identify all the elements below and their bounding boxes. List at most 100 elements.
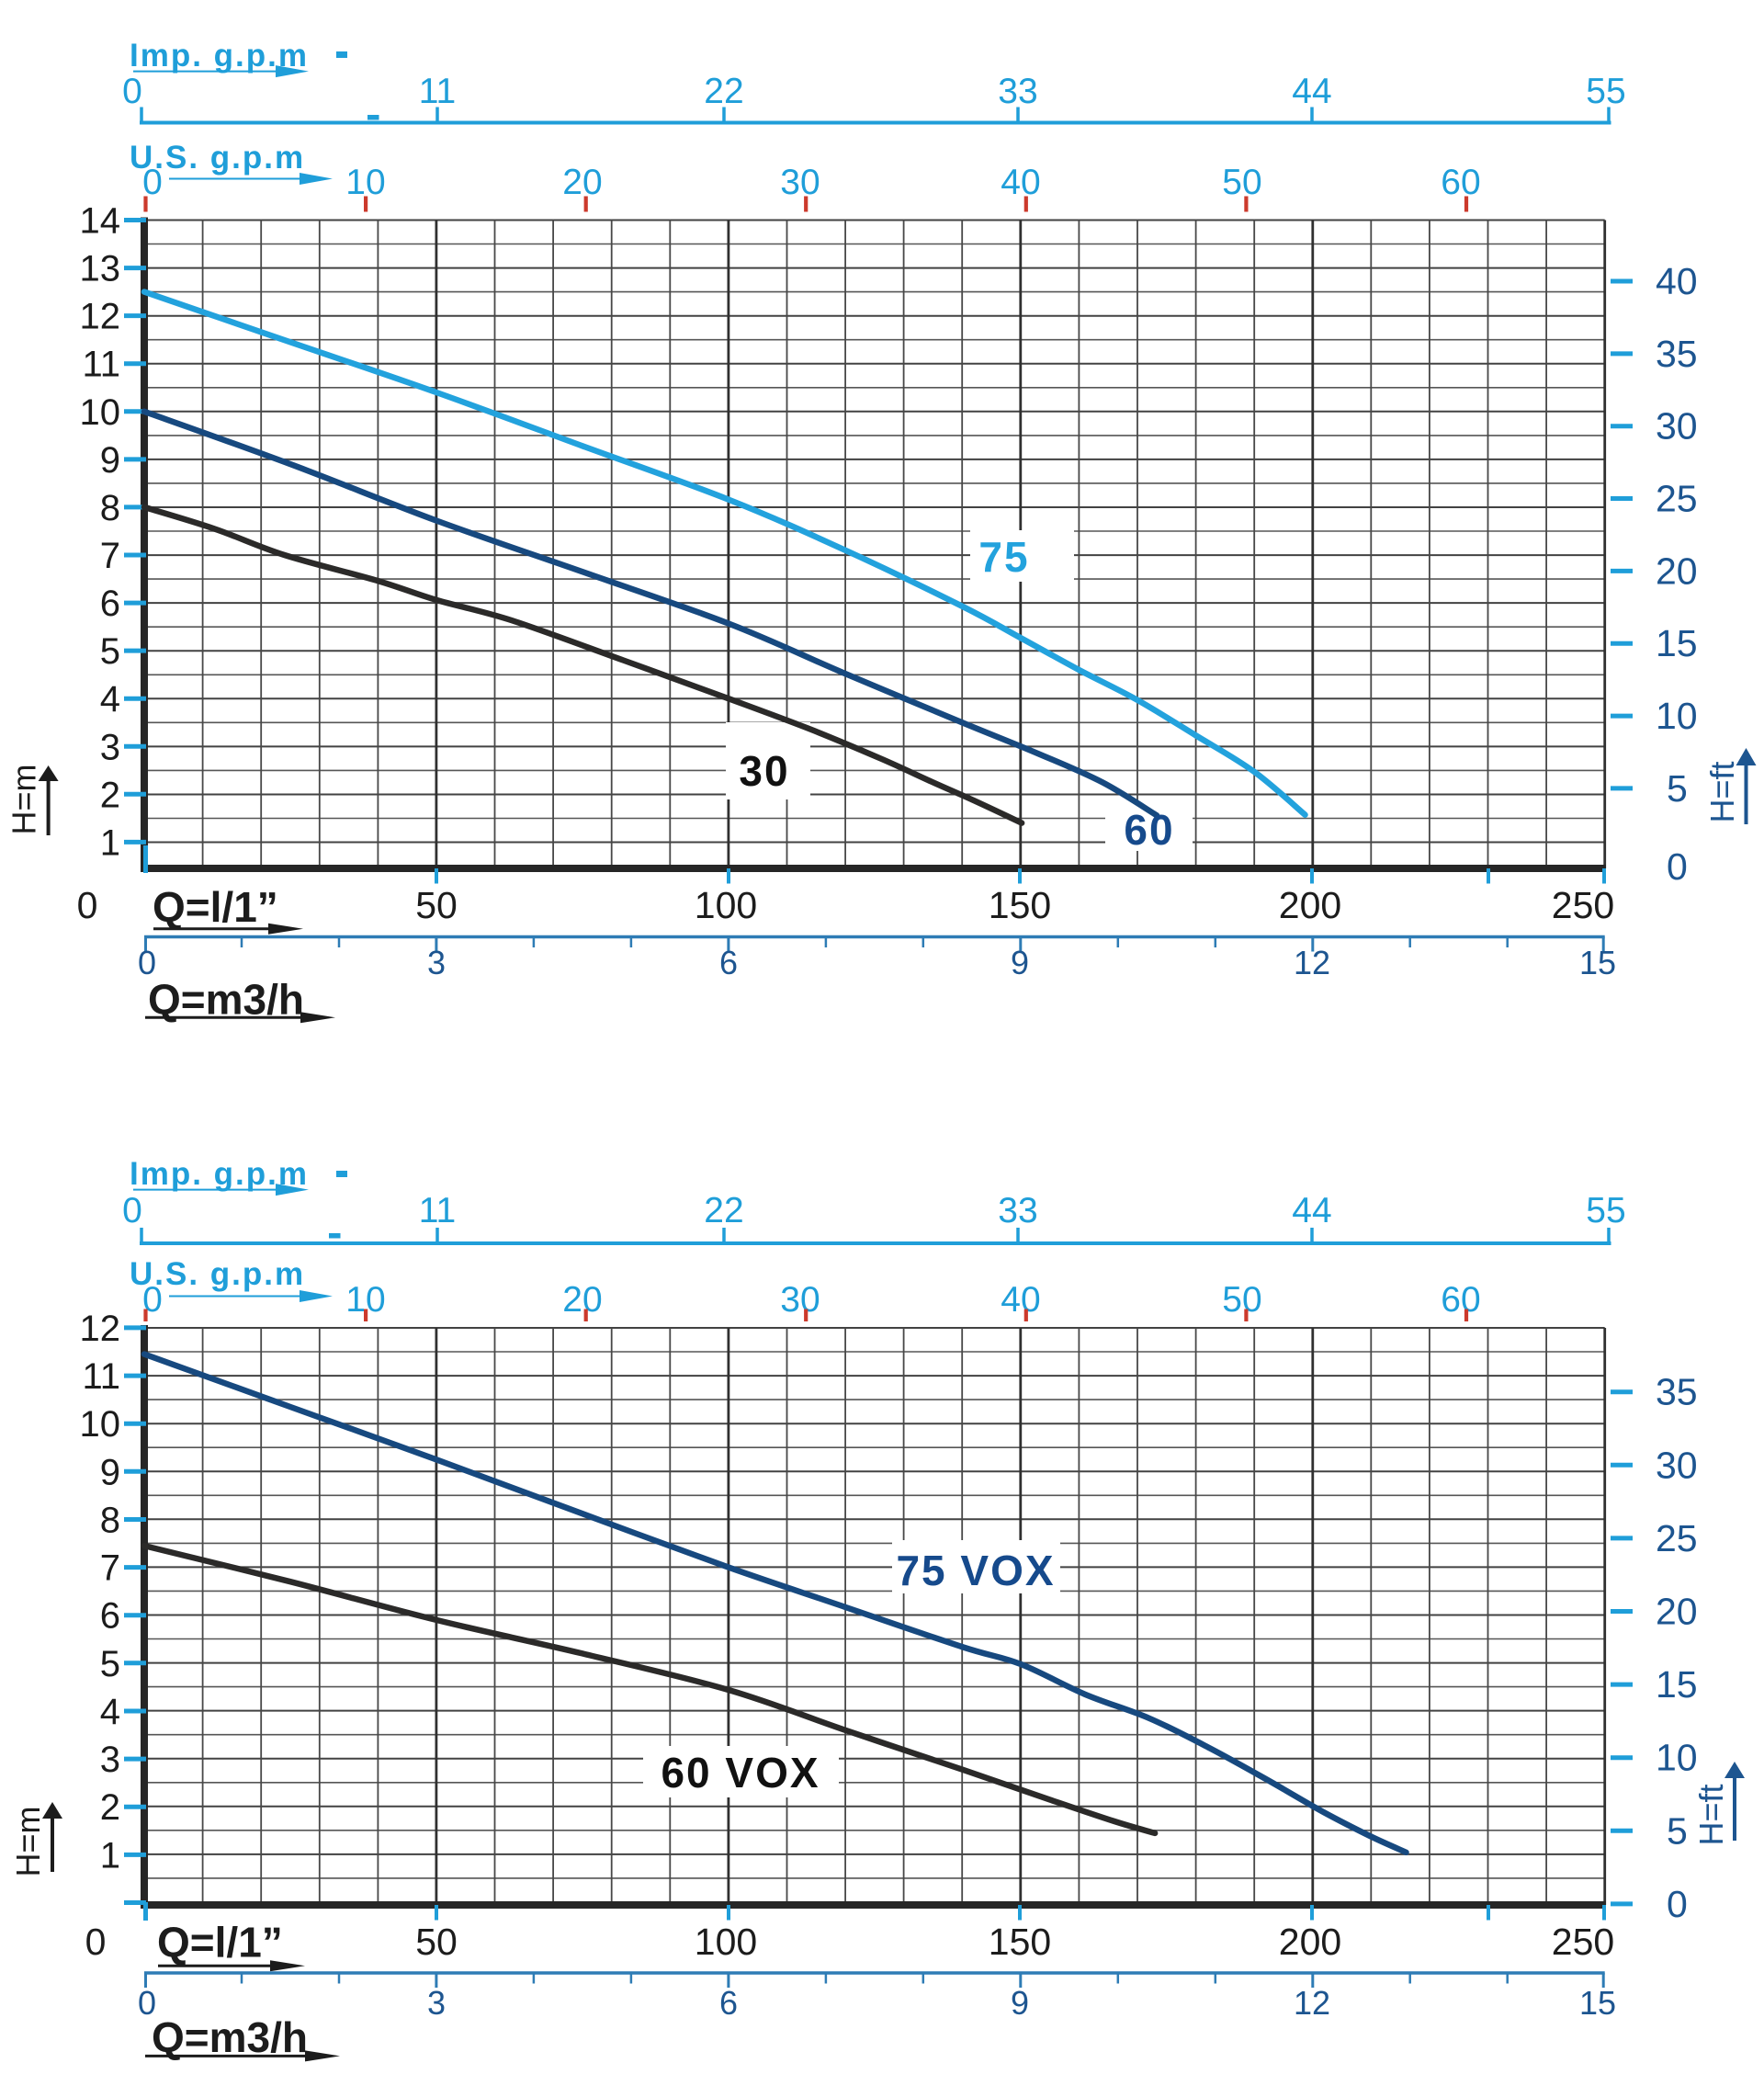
- svg-text:20: 20: [1656, 550, 1698, 592]
- svg-text:10: 10: [345, 163, 385, 202]
- svg-text:15: 15: [1656, 1663, 1698, 1706]
- svg-text:3: 3: [427, 944, 446, 981]
- svg-text:5: 5: [1667, 1809, 1688, 1852]
- svg-text:5: 5: [100, 631, 120, 672]
- svg-text:22: 22: [704, 72, 743, 111]
- svg-text:5: 5: [100, 1644, 120, 1684]
- svg-text:6: 6: [100, 1596, 120, 1637]
- svg-text:200: 200: [1279, 884, 1341, 926]
- svg-text:8: 8: [100, 1501, 120, 1541]
- svg-text:12: 12: [1294, 944, 1330, 981]
- svg-text:250: 250: [1552, 884, 1614, 926]
- svg-text:5: 5: [1667, 767, 1688, 810]
- svg-text:33: 33: [998, 72, 1037, 111]
- svg-text:100: 100: [695, 1921, 757, 1963]
- svg-text:30: 30: [1656, 1444, 1698, 1486]
- svg-text:15: 15: [1656, 622, 1698, 664]
- svg-text:9: 9: [1011, 1984, 1029, 2022]
- svg-text:100: 100: [695, 884, 757, 926]
- svg-text:60: 60: [1124, 806, 1174, 854]
- svg-text:3: 3: [100, 727, 120, 767]
- svg-text:8: 8: [100, 488, 120, 528]
- svg-text:150: 150: [989, 884, 1051, 926]
- svg-text:Q=l/1”: Q=l/1”: [153, 883, 278, 931]
- svg-text:50: 50: [415, 1921, 458, 1963]
- svg-text:Q=l/1”: Q=l/1”: [157, 1919, 283, 1967]
- svg-text:35: 35: [1656, 1371, 1698, 1413]
- svg-text:U.S. g.p.m: U.S. g.p.m: [130, 1256, 305, 1292]
- svg-text:10: 10: [80, 392, 121, 433]
- svg-text:6: 6: [719, 944, 738, 981]
- svg-text:0: 0: [77, 884, 98, 926]
- svg-text:11: 11: [82, 1356, 120, 1397]
- svg-text:3: 3: [427, 1984, 446, 2022]
- svg-text:30: 30: [1656, 405, 1698, 448]
- svg-text:0: 0: [85, 1921, 107, 1963]
- svg-text:44: 44: [1292, 1191, 1331, 1230]
- svg-text:14: 14: [80, 201, 121, 242]
- svg-text:9: 9: [1011, 944, 1029, 981]
- svg-text:20: 20: [562, 1280, 602, 1320]
- svg-text:55: 55: [1586, 72, 1625, 111]
- svg-text:2: 2: [100, 1787, 120, 1828]
- svg-text:4: 4: [100, 679, 120, 720]
- svg-text:10: 10: [80, 1404, 121, 1445]
- svg-text:150: 150: [989, 1921, 1051, 1963]
- svg-text:7: 7: [100, 1548, 120, 1589]
- svg-text:55: 55: [1586, 1191, 1625, 1230]
- svg-text:H=ft: H=ft: [1692, 1784, 1730, 1845]
- svg-text:H=m: H=m: [6, 764, 43, 834]
- svg-text:15: 15: [1579, 1984, 1616, 2022]
- svg-text:U.S. g.p.m: U.S. g.p.m: [130, 140, 305, 176]
- svg-text:35: 35: [1656, 333, 1698, 375]
- svg-text:25: 25: [1656, 478, 1698, 520]
- svg-text:20: 20: [1656, 1591, 1698, 1633]
- svg-text:0: 0: [138, 944, 156, 981]
- svg-text:30: 30: [780, 1280, 820, 1320]
- svg-text:6: 6: [719, 1984, 738, 2022]
- svg-text:6: 6: [100, 584, 120, 624]
- svg-text:7: 7: [100, 536, 120, 576]
- svg-text:1: 1: [100, 1835, 120, 1876]
- svg-text:H=ft: H=ft: [1703, 761, 1741, 822]
- svg-text:30: 30: [739, 747, 789, 795]
- svg-text:12: 12: [1294, 1984, 1330, 2022]
- svg-text:60: 60: [1441, 1280, 1480, 1320]
- svg-text:H=m: H=m: [9, 1806, 47, 1876]
- svg-text:50: 50: [1222, 1280, 1261, 1320]
- svg-text:60 VOX: 60 VOX: [661, 1749, 820, 1797]
- svg-text:0: 0: [142, 163, 163, 202]
- svg-text:10: 10: [1656, 695, 1698, 737]
- svg-text:1: 1: [100, 822, 120, 863]
- svg-text:11: 11: [82, 345, 120, 385]
- svg-text:11: 11: [419, 1191, 457, 1230]
- svg-text:40: 40: [1656, 260, 1698, 302]
- svg-text:44: 44: [1292, 72, 1331, 111]
- svg-text:40: 40: [1001, 1280, 1040, 1320]
- svg-text:250: 250: [1552, 1921, 1614, 1963]
- svg-text:22: 22: [704, 1191, 743, 1230]
- svg-text:200: 200: [1279, 1921, 1341, 1963]
- svg-text:11: 11: [419, 72, 457, 111]
- svg-text:50: 50: [1222, 163, 1261, 202]
- svg-text:75: 75: [978, 533, 1029, 581]
- svg-text:33: 33: [998, 1191, 1037, 1230]
- svg-text:12: 12: [80, 297, 121, 337]
- svg-text:9: 9: [100, 440, 120, 481]
- svg-text:Q=m3/h: Q=m3/h: [148, 976, 304, 1024]
- svg-text:15: 15: [1579, 944, 1616, 981]
- svg-text:40: 40: [1001, 163, 1040, 202]
- svg-text:0: 0: [138, 1984, 156, 2022]
- svg-text:25: 25: [1656, 1517, 1698, 1559]
- svg-text:75 VOX: 75 VOX: [896, 1547, 1055, 1594]
- svg-text:13: 13: [80, 249, 121, 289]
- svg-text:0: 0: [1667, 1883, 1688, 1925]
- svg-text:12: 12: [80, 1309, 121, 1349]
- svg-text:10: 10: [1656, 1737, 1698, 1779]
- svg-text:9: 9: [100, 1452, 120, 1492]
- svg-text:0: 0: [122, 1191, 142, 1230]
- svg-text:Q=m3/h: Q=m3/h: [152, 2013, 308, 2061]
- svg-text:20: 20: [562, 163, 602, 202]
- svg-text:0: 0: [122, 72, 142, 111]
- svg-text:30: 30: [780, 163, 820, 202]
